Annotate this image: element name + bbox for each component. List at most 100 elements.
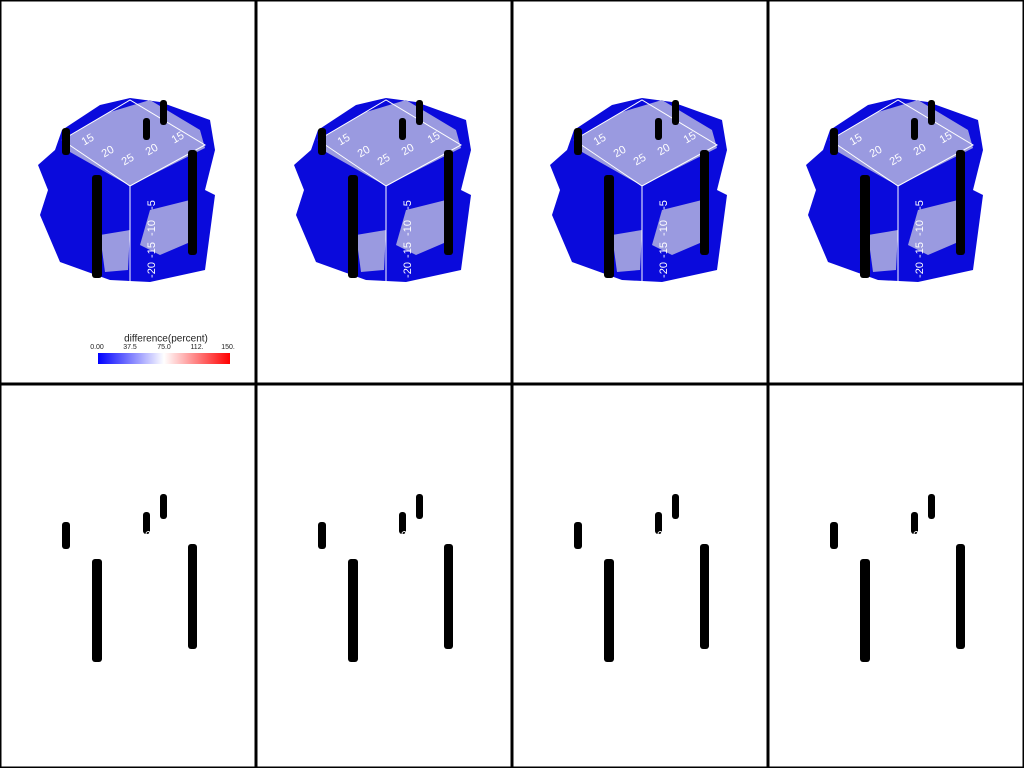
axis-tick-label: -10: [658, 604, 670, 620]
axis-tick-label: -5: [146, 584, 158, 594]
well-cylinder: [672, 494, 679, 519]
well-cylinder: [62, 128, 70, 155]
axis-tick-label: 20: [400, 526, 417, 543]
axis-tick-label: -10: [402, 220, 414, 236]
well-cylinder: [911, 118, 918, 140]
axis-tick-label: -10: [914, 220, 926, 236]
axis-tick-label: 25: [632, 152, 649, 169]
colorbar: difference(percent) 0.00 37.5 75.0 112. 150.: [90, 334, 235, 364]
axis-tick-label: 15: [336, 132, 353, 149]
colorbar-tick-label: 0.00: [90, 344, 104, 351]
axis-tick-label: -5: [402, 200, 414, 210]
well-cylinder: [604, 175, 614, 278]
axis-tick-label: -5: [658, 200, 670, 210]
axis-tick-label: -5: [914, 200, 926, 210]
axis-tick-label: 20: [868, 528, 885, 545]
axis-tick-label: -10: [146, 220, 158, 236]
axis-tick-label: 20: [912, 526, 929, 543]
axis-tick-label: -15: [658, 242, 670, 258]
axis-tick-label: 20: [356, 528, 373, 545]
well-cylinder: [318, 522, 326, 549]
well-cylinder: [860, 559, 870, 662]
axis-tick-label: -15: [914, 242, 926, 258]
colorbar-title: difference(percent): [124, 334, 208, 345]
axis-tick-label: -5: [914, 584, 926, 594]
axis-tick-label: -5: [402, 584, 414, 594]
axis-tick-label: -5: [146, 200, 158, 210]
well-cylinder: [956, 150, 965, 255]
colorbar-tick-label: 37.5: [123, 344, 137, 351]
axis-tick-label: 15: [80, 516, 97, 533]
axis-tick-label: -15: [146, 626, 158, 642]
axis-tick-label: -15: [658, 626, 670, 642]
axis-tick-label: 20: [356, 144, 373, 161]
well-cylinder: [318, 128, 326, 155]
axis-tick-label: 20: [100, 144, 117, 161]
axes-box: [61, 99, 207, 187]
axis-tick-label: 20: [144, 526, 161, 543]
surface: [140, 200, 195, 255]
axes-box: [317, 99, 463, 187]
axis-tick-label: 20: [656, 526, 673, 543]
axis-tick-label: 15: [682, 130, 699, 147]
well-cylinder: [604, 559, 614, 662]
axis-tick-label: 20: [612, 528, 629, 545]
axis-tick-label: -20: [146, 646, 158, 662]
colorbar-tick-label: 112.: [190, 344, 203, 351]
well-cylinder: [956, 544, 965, 649]
axis-tick-label: 20: [912, 142, 929, 159]
well-cylinder: [348, 175, 358, 278]
axis-tick-label: 15: [848, 516, 865, 533]
axis-tick-label: 25: [888, 152, 905, 169]
well-cylinder: [655, 512, 662, 534]
well-cylinder: [928, 100, 935, 125]
axis-tick-label: 15: [426, 130, 443, 147]
axis-tick-label: 25: [888, 536, 905, 553]
well-cylinder: [574, 128, 582, 155]
axis-tick-label: 25: [632, 536, 649, 553]
axis-tick-label: 15: [80, 132, 97, 149]
axis-tick-label: 20: [656, 142, 673, 159]
well-cylinder: [444, 150, 453, 255]
axis-tick-label: -20: [914, 262, 926, 278]
colorbar-tick-label: 75.0: [157, 344, 171, 351]
axis-tick-label: 20: [100, 528, 117, 545]
colorbar-tick-label: 150.: [221, 344, 235, 351]
axis-tick-label: -15: [146, 242, 158, 258]
axis-tick-label: -20: [658, 262, 670, 278]
axis-tick-label: 20: [868, 144, 885, 161]
axis-tick-label: 15: [592, 132, 609, 149]
axes-box: [573, 483, 719, 571]
axis-tick-label: 15: [170, 130, 187, 147]
well-cylinder: [672, 100, 679, 125]
well-cylinder: [830, 522, 838, 549]
axis-tick-label: -20: [402, 262, 414, 278]
axes-box: [829, 99, 975, 187]
well-cylinder: [700, 544, 709, 649]
surface: [652, 200, 707, 255]
axis-tick-label: -20: [146, 262, 158, 278]
panel-border: [0, 383, 257, 768]
well-cylinder: [92, 175, 102, 278]
axis-tick-label: 15: [848, 132, 865, 149]
axis-tick-label: 15: [426, 514, 443, 531]
axis-tick-label: 20: [612, 144, 629, 161]
axis-tick-label: 20: [400, 142, 417, 159]
surface: [908, 200, 963, 255]
axis-tick-label: 20: [144, 142, 161, 159]
well-cylinder: [62, 522, 70, 549]
well-cylinder: [444, 544, 453, 649]
well-cylinder: [188, 150, 197, 255]
axis-tick-label: -10: [658, 220, 670, 236]
axes-box: [61, 483, 207, 571]
axes-box: [829, 483, 975, 571]
axis-tick-label: -15: [402, 626, 414, 642]
